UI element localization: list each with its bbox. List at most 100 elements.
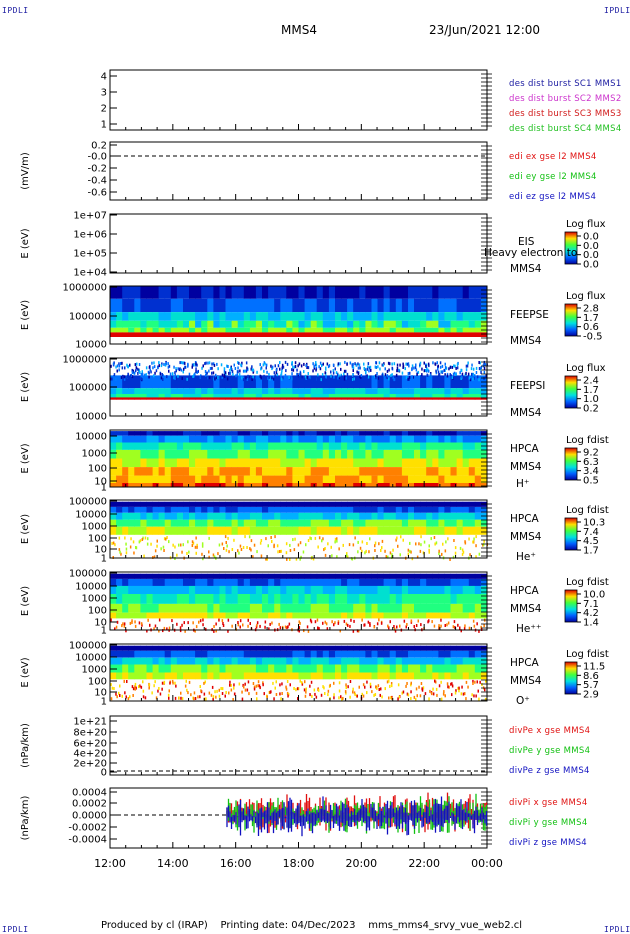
y-tick-label: 0.0002 <box>72 799 107 810</box>
heatmap-speck <box>312 557 315 561</box>
heatmap-speck <box>468 376 471 380</box>
heatmap-speck <box>241 697 244 701</box>
heatmap-cell <box>414 442 421 450</box>
heatmap-cell <box>122 612 129 619</box>
heatmap-cell <box>298 442 305 450</box>
heatmap-speck <box>285 685 287 689</box>
heatmap-cell <box>401 501 409 507</box>
heatmap-cell <box>414 664 421 673</box>
heatmap-cell <box>207 327 214 333</box>
heatmap-cell <box>201 375 208 389</box>
heatmap-cell <box>438 397 445 400</box>
heatmap-speck <box>354 536 356 540</box>
heatmap-cell <box>280 594 287 604</box>
heatmap-cell <box>480 298 488 313</box>
heatmap-speck <box>135 546 138 550</box>
heatmap-cell <box>225 519 232 527</box>
heatmap-cell <box>243 672 251 680</box>
colorbar-tick-label: 1.4 <box>583 618 599 629</box>
heatmap-cell <box>262 672 269 680</box>
heatmap-speck <box>186 552 188 555</box>
heatmap-speck <box>483 539 485 543</box>
heatmap-cell <box>116 332 123 337</box>
heatmap-cell <box>292 501 299 507</box>
heatmap-cell <box>146 475 153 483</box>
heatmap-cell <box>322 579 330 586</box>
heatmap-cell <box>316 672 324 680</box>
heatmap-cell <box>255 585 263 594</box>
heatmap-cell <box>243 603 251 613</box>
y-tick-label: 100000 <box>69 312 107 323</box>
heatmap-speck <box>419 549 422 553</box>
heatmap-speck <box>333 696 335 700</box>
heatmap-cell <box>262 512 269 520</box>
heatmap-speck <box>263 374 265 378</box>
heatmap-cell <box>450 327 457 333</box>
heatmap-speck <box>415 368 418 372</box>
heatmap-cell <box>116 327 123 333</box>
heatmap-cell <box>219 519 226 527</box>
heatmap-cell <box>341 442 348 450</box>
heatmap-cell <box>438 512 445 520</box>
heatmap-speck <box>220 363 223 367</box>
colorbar-tick-label: 0.0 <box>583 250 599 261</box>
heatmap-cell <box>383 327 391 333</box>
heatmap-cell <box>377 594 384 604</box>
heatmap-cell <box>249 397 257 400</box>
heatmap-cell <box>377 312 384 321</box>
heatmap-cell <box>341 467 348 476</box>
heatmap-speck <box>478 361 480 364</box>
heatmap-speck <box>264 625 266 629</box>
heatmap-speck <box>154 371 156 375</box>
heatmap-speck <box>131 619 133 623</box>
heatmap-cell <box>110 507 117 513</box>
heatmap-cell <box>322 573 330 579</box>
heatmap-speck <box>284 625 287 629</box>
heatmap-cell <box>158 512 166 520</box>
heatmap-speck <box>213 363 216 367</box>
heatmap-speck <box>273 697 275 701</box>
colorbar-tick-label: 1.0 <box>583 394 599 405</box>
heatmap-cell <box>231 612 239 619</box>
heatmap-cell <box>207 657 214 665</box>
heatmap-cell <box>164 483 172 487</box>
heatmap-speck <box>291 361 293 365</box>
heatmap-cell <box>414 526 421 535</box>
heatmap-speck <box>280 377 283 381</box>
heatmap-cell <box>420 458 427 468</box>
heatmap-cell <box>432 501 439 507</box>
heatmap-speck <box>341 697 343 701</box>
heatmap-speck <box>352 543 355 547</box>
heatmap-cell <box>183 458 190 468</box>
heatmap-cell <box>195 312 202 321</box>
heatmap-speck <box>155 696 158 700</box>
heatmap-speck <box>375 376 377 380</box>
heatmap-cell <box>255 594 263 604</box>
heatmap-speck <box>267 376 269 380</box>
heatmap-cell <box>286 594 293 604</box>
heatmap-speck <box>304 694 307 698</box>
heatmap-cell <box>286 612 293 619</box>
heatmap-cell <box>408 327 415 333</box>
heatmap-speck <box>471 693 473 697</box>
heatmap-speck <box>289 558 291 561</box>
heatmap-cell <box>408 467 415 476</box>
heatmap-cell <box>353 397 360 400</box>
heatmap-cell <box>146 650 153 658</box>
heatmap-cell <box>213 327 220 333</box>
heatmap-cell <box>432 657 439 665</box>
heatmap-cell <box>298 388 305 394</box>
heatmap-cell <box>316 526 324 535</box>
heatmap-cell <box>146 594 153 604</box>
heatmap-cell <box>128 501 135 507</box>
heatmap-cell <box>195 603 202 613</box>
heatmap-speck <box>413 375 415 379</box>
heatmap-cell <box>110 394 117 398</box>
heatmap-speck <box>156 539 158 543</box>
heatmap-speck <box>313 688 316 692</box>
heatmap-speck <box>452 372 455 376</box>
heatmap-cell <box>401 645 409 651</box>
heatmap-cell <box>280 467 287 476</box>
heatmap-speck <box>441 370 444 374</box>
heatmap-cell <box>408 312 415 321</box>
